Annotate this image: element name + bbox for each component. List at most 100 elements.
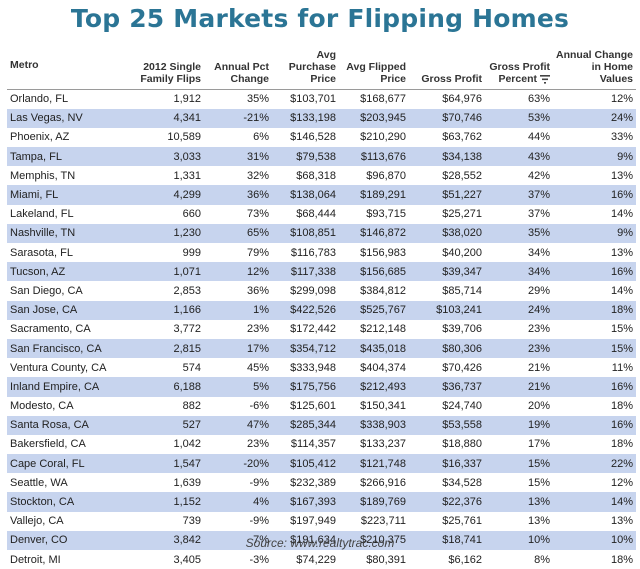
cell-2012-single-family-flips: 1,042	[173, 438, 201, 451]
cell-avg-purchase-price: $79,538	[272, 147, 339, 167]
metro-cell: Inland Empire, CA	[7, 377, 126, 397]
table-row: Orlando, FL 1,912 35% $103,701 $168,677 $64,9…	[7, 89, 636, 109]
cell-annual-change-in-home-values: 16%	[553, 415, 636, 435]
cell-avg-purchase-price: $117,338	[272, 262, 339, 282]
cell-gross-profit: $70,746	[409, 108, 485, 128]
cell-avg-flipped-price: $156,685	[339, 262, 409, 282]
cell-2012-single-family-flips: 6,188	[126, 377, 204, 397]
table-row: San Diego, CA 2,853 36% $299,098 $384,812 $85…	[7, 281, 636, 300]
cell-annual-change-in-home-values: 16%	[553, 185, 636, 205]
flipping-markets-table: Metro 2012 Single Family Flips Annual Pct …	[7, 41, 636, 569]
cell-gross-profit-percent: 8%	[534, 553, 550, 566]
column-header-metro[interactable]: Metro	[7, 41, 126, 90]
cell-avg-purchase-price: $354,712	[272, 338, 339, 359]
cell-gross-profit: $39,347	[409, 262, 485, 282]
metro-cell: Lakeland, FL	[10, 208, 74, 221]
cell-gross-profit-percent: 34%	[485, 262, 553, 282]
cell-annual-change-in-home-values: 22%	[553, 454, 636, 474]
table-row: Bakersfield, CA 1,042 23% $114,357 $133,237 $…	[7, 435, 636, 454]
column-header-annual-change-in-home-values[interactable]: Annual Change in Home Values	[553, 41, 636, 90]
cell-avg-purchase-price: $191,634	[272, 530, 339, 550]
cell-annual-pct-change: 47%	[204, 415, 272, 435]
cell-gross-profit-percent: 21%	[527, 361, 550, 374]
metro-cell: Modesto, CA	[10, 400, 74, 413]
cell-avg-purchase-price: $197,949	[290, 515, 336, 528]
table-row: Miami, FL 4,299 36% $138,064 $189,291 $51,227…	[7, 185, 636, 205]
cell-gross-profit: $18,880	[442, 438, 482, 451]
cell-2012-single-family-flips: 999	[182, 246, 201, 259]
cell-annual-change-in-home-values: 18%	[610, 438, 633, 451]
cell-annual-change-in-home-values: 24%	[553, 108, 636, 128]
table-row: Sarasota, FL 999 79% $116,783 $156,983 $40,20…	[7, 243, 636, 262]
column-header-avg-flipped-price[interactable]: Avg Flipped Price	[339, 41, 409, 90]
table-row: Seattle, WA 1,639 -9% $232,389 $266,916 $34,5…	[7, 473, 636, 492]
column-header-annual-pct-change[interactable]: Annual Pct Change	[204, 41, 272, 90]
cell-gross-profit-percent: 35%	[485, 223, 553, 243]
cell-annual-pct-change: 36%	[246, 284, 269, 297]
cell-annual-pct-change: -6%	[249, 400, 269, 413]
cell-avg-flipped-price: $435,018	[339, 338, 409, 359]
cell-avg-flipped-price: $203,945	[339, 108, 409, 128]
cell-annual-change-in-home-values: 11%	[611, 361, 633, 374]
metro-cell: San Diego, CA	[10, 284, 83, 297]
cell-annual-change-in-home-values: 12%	[610, 93, 633, 106]
column-header-gross-profit[interactable]: Gross Profit	[409, 41, 485, 90]
cell-avg-flipped-price: $525,767	[339, 300, 409, 320]
metro-cell: Cape Coral, FL	[7, 454, 126, 474]
cell-avg-flipped-price: $96,870	[366, 169, 406, 182]
metro-cell: Tucson, AZ	[7, 262, 126, 282]
metro-cell: San Jose, CA	[7, 300, 126, 320]
cell-gross-profit-percent: 20%	[527, 400, 550, 413]
cell-2012-single-family-flips: 3,842	[126, 530, 204, 550]
cell-gross-profit: $34,138	[409, 147, 485, 167]
column-header-2012-single-family-flips[interactable]: 2012 Single Family Flips	[126, 41, 204, 90]
cell-gross-profit: $38,020	[409, 223, 485, 243]
cell-gross-profit: $53,558	[409, 415, 485, 435]
cell-annual-pct-change: 73%	[246, 208, 269, 221]
column-header-label: Annual Pct Change	[214, 60, 269, 85]
table-row: Phoenix, AZ 10,589 6% $146,528 $210,290 $63,7…	[7, 128, 636, 147]
chart-title: Top 25 Markets for Flipping Homes	[70, 4, 570, 33]
cell-2012-single-family-flips: 882	[182, 400, 201, 413]
cell-annual-change-in-home-values: 18%	[610, 553, 633, 566]
cell-annual-change-in-home-values: 15%	[553, 338, 636, 359]
cell-gross-profit: $80,306	[409, 338, 485, 359]
cell-avg-purchase-price: $167,393	[272, 492, 339, 512]
cell-annual-pct-change: 35%	[246, 93, 269, 106]
column-header-label: Gross Profit Percent	[489, 60, 550, 85]
cell-gross-profit: $63,762	[442, 131, 482, 144]
cell-annual-change-in-home-values: 10%	[553, 530, 636, 550]
cell-gross-profit: $6,162	[448, 553, 482, 566]
column-header-avg-purchase-price[interactable]: Avg Purchase Price	[272, 41, 339, 90]
table-row: Tampa, FL 3,033 31% $79,538 $113,676 $34,138 4…	[7, 147, 636, 167]
table-row: Santa Rosa, CA 527 47% $285,344 $338,903 $53,…	[7, 415, 636, 435]
cell-avg-purchase-price: $232,389	[290, 476, 336, 489]
cell-gross-profit: $39,706	[442, 323, 482, 336]
sort-descending-icon[interactable]	[540, 74, 550, 84]
cell-annual-change-in-home-values: 13%	[610, 169, 633, 182]
metro-cell: Tampa, FL	[7, 147, 126, 167]
metro-cell: Orlando, FL	[10, 93, 69, 106]
cell-gross-profit-percent: 53%	[485, 108, 553, 128]
table-row: Modesto, CA 882 -6% $125,601 $150,341 $24,740…	[7, 397, 636, 416]
cell-2012-single-family-flips: 574	[182, 361, 201, 374]
cell-annual-pct-change: -20%	[204, 454, 272, 474]
cell-2012-single-family-flips: 1,547	[126, 454, 204, 474]
cell-gross-profit: $40,200	[442, 246, 482, 259]
cell-annual-pct-change: 23%	[246, 323, 269, 336]
cell-gross-profit-percent: 19%	[485, 415, 553, 435]
cell-annual-change-in-home-values: 14%	[553, 492, 636, 512]
cell-avg-purchase-price: $68,444	[296, 208, 336, 221]
metro-cell: Miami, FL	[7, 185, 126, 205]
cell-gross-profit: $18,741	[409, 530, 485, 550]
cell-2012-single-family-flips: 527	[126, 415, 204, 435]
column-header-gross-profit-percent[interactable]: Gross Profit Percent	[485, 41, 553, 90]
cell-gross-profit: $64,976	[442, 93, 482, 106]
cell-annual-pct-change: 7%	[204, 530, 272, 550]
cell-2012-single-family-flips: 4,341	[126, 108, 204, 128]
cell-2012-single-family-flips: 3,772	[173, 323, 201, 336]
table-row: San Francisco, CA 2,815 17% $354,712 $435,01…	[7, 338, 636, 359]
cell-avg-flipped-price: $384,812	[360, 284, 406, 297]
cell-2012-single-family-flips: 1,166	[126, 300, 204, 320]
cell-2012-single-family-flips: 1,071	[126, 262, 204, 282]
